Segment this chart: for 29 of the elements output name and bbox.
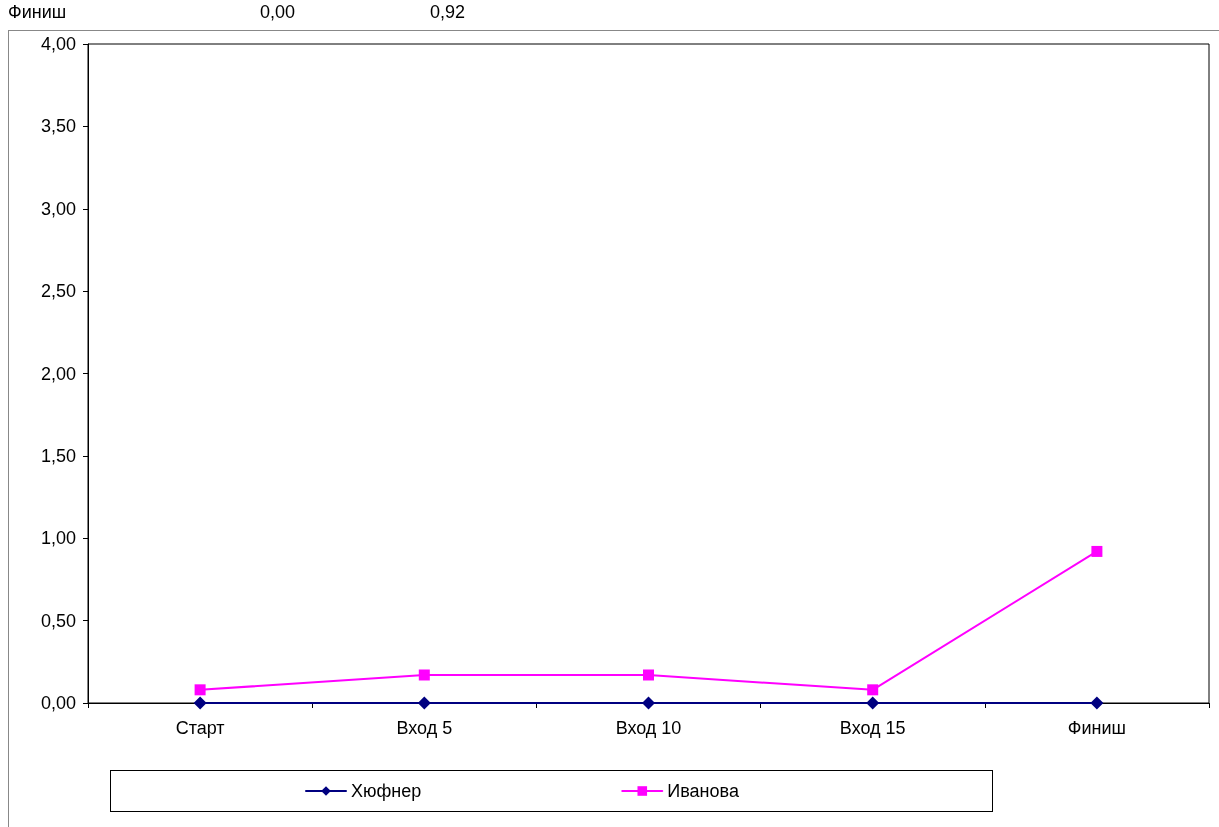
point (642, 696, 655, 710)
point (1091, 545, 1103, 557)
text: 0,92 (430, 2, 466, 23)
y-tick-label: 3,50 (40, 116, 76, 137)
point (867, 684, 879, 696)
y-tick-label: 4,00 (40, 34, 76, 54)
x-tick-label: Старт (175, 718, 225, 738)
point (866, 696, 880, 710)
y-tick-label: 2,00 (40, 363, 76, 384)
point (417, 696, 431, 710)
legend-label: Хюфнер (351, 781, 422, 801)
text: Финиш (8, 2, 67, 23)
text: 0,00 (260, 2, 296, 23)
point (418, 669, 430, 681)
point (1090, 696, 1104, 710)
x-tick-label: Финиш (1067, 718, 1126, 738)
y-tick-label: 3,00 (40, 198, 76, 219)
point (194, 684, 206, 696)
x-tick-label: Вход 15 (839, 718, 906, 738)
y-tick-label: 1,50 (40, 445, 76, 466)
legend-label: Иванова (667, 781, 740, 801)
y-tick-label: 0,50 (40, 610, 76, 631)
y-tick-label: 2,50 (40, 281, 76, 302)
x-tick-label: Вход 5 (396, 718, 453, 738)
point (643, 669, 654, 681)
x-tick-label: Вход 10 (615, 718, 682, 738)
y-tick-label: 1,00 (40, 528, 76, 549)
y-tick-label: 0,00 (40, 693, 76, 713)
point (193, 696, 207, 710)
